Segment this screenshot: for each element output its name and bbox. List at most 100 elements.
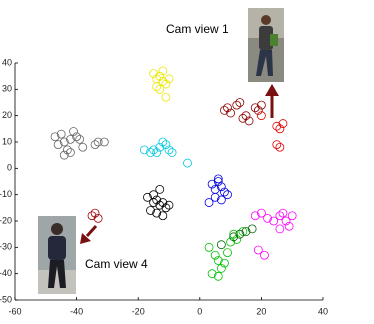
point	[260, 250, 269, 260]
point	[247, 224, 257, 234]
point	[250, 103, 260, 113]
point	[93, 213, 103, 223]
point	[161, 140, 171, 150]
annotation: Cam view 1	[166, 22, 229, 36]
point	[78, 142, 88, 152]
photo-cam4	[38, 216, 76, 294]
point	[152, 208, 162, 218]
point	[155, 200, 165, 210]
point	[204, 242, 214, 252]
point	[232, 100, 242, 110]
point	[158, 77, 168, 86]
point	[216, 195, 226, 205]
point	[278, 208, 288, 218]
point	[275, 142, 285, 152]
point	[241, 111, 251, 121]
point	[149, 145, 159, 155]
point	[284, 221, 294, 231]
point	[250, 211, 260, 221]
point	[62, 145, 72, 155]
point	[253, 245, 263, 255]
point	[213, 271, 223, 281]
point	[275, 211, 285, 221]
point	[90, 140, 100, 150]
point	[213, 256, 223, 265]
point	[256, 111, 266, 121]
point	[161, 79, 171, 89]
point	[204, 198, 214, 207]
x-tick-label: 0	[197, 306, 202, 316]
point	[59, 150, 69, 160]
point	[158, 211, 168, 221]
point	[53, 140, 63, 150]
point	[90, 208, 100, 218]
point	[235, 98, 245, 107]
point	[75, 134, 85, 144]
point	[256, 100, 266, 110]
point	[287, 211, 297, 221]
point	[158, 137, 168, 147]
point	[167, 148, 177, 157]
point	[152, 82, 162, 92]
point	[278, 119, 288, 128]
point	[72, 132, 81, 142]
point	[149, 198, 159, 207]
y-tick-label: 30	[2, 84, 12, 94]
point	[56, 129, 66, 139]
point	[229, 229, 239, 239]
point	[244, 116, 254, 126]
annotation: Cam view 4	[85, 257, 148, 271]
point	[155, 84, 165, 94]
point	[232, 235, 242, 244]
point	[152, 148, 162, 157]
point	[50, 132, 60, 142]
point	[161, 203, 171, 213]
point	[69, 127, 78, 136]
point	[213, 177, 223, 186]
point	[216, 263, 226, 273]
point	[275, 124, 285, 134]
point	[253, 106, 263, 115]
x-tick-label: -40	[70, 306, 83, 316]
point	[146, 148, 155, 157]
point	[220, 258, 229, 268]
point	[269, 216, 279, 226]
point	[281, 216, 291, 226]
point	[216, 240, 226, 250]
point	[226, 237, 236, 247]
point	[183, 158, 192, 168]
y-tick-label: 0	[7, 163, 12, 173]
arrows	[80, 84, 279, 244]
point	[164, 74, 174, 84]
point	[66, 148, 75, 157]
point	[226, 108, 236, 118]
point	[164, 200, 174, 210]
point	[59, 137, 69, 147]
point	[161, 92, 171, 102]
photo-cam1	[248, 8, 284, 82]
point	[158, 198, 168, 207]
y-tick-label: 20	[2, 110, 12, 120]
y-tick-label: -50	[0, 294, 12, 304]
point	[238, 227, 248, 236]
y-tick-label: -40	[0, 268, 12, 278]
y-tick-label: 40	[2, 57, 12, 67]
point	[87, 211, 97, 221]
point	[272, 121, 282, 131]
point	[99, 137, 109, 147]
point	[210, 250, 220, 260]
point	[223, 190, 232, 200]
point	[146, 206, 155, 215]
point	[207, 269, 217, 279]
point	[256, 208, 266, 218]
point	[152, 195, 162, 205]
point	[229, 232, 239, 242]
point	[272, 140, 282, 150]
point	[213, 174, 223, 184]
point	[241, 227, 251, 236]
point	[210, 192, 220, 202]
y-tick-label: 10	[2, 136, 12, 146]
point	[275, 224, 285, 234]
